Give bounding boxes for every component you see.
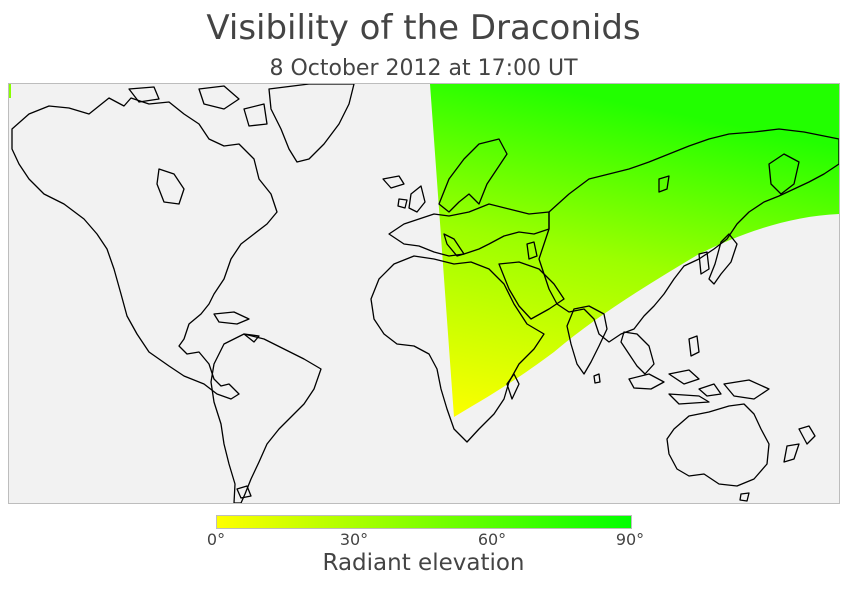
visibility-region	[430, 84, 839, 417]
asia-outline	[538, 128, 839, 343]
map-canvas	[9, 84, 839, 503]
australia-outline	[666, 403, 770, 487]
scandinavia-outline	[438, 138, 508, 213]
coastlines	[11, 84, 839, 503]
india-outline	[566, 305, 608, 375]
colorbar-label: Radiant elevation	[322, 550, 525, 576]
greenland-outline	[268, 84, 355, 163]
colorbar-tick-0: 0°	[206, 530, 226, 549]
africa-outline	[370, 255, 545, 443]
colorbar-tick-30: 30°	[339, 530, 369, 549]
map-subtitle: 8 October 2012 at 17:00 UT	[269, 56, 578, 81]
map-title: Visibility of the Draconids	[206, 8, 641, 48]
colorbar-tick-90: 90°	[615, 530, 645, 549]
new-zealand-outline	[783, 425, 816, 463]
world-map	[8, 83, 840, 504]
north-america-outline	[11, 97, 278, 400]
europe-outline	[388, 203, 550, 257]
south-america-outline	[210, 333, 322, 503]
japan-outline	[708, 233, 738, 285]
colorbar-tick-60: 60°	[477, 530, 507, 549]
colorbar	[216, 515, 632, 529]
